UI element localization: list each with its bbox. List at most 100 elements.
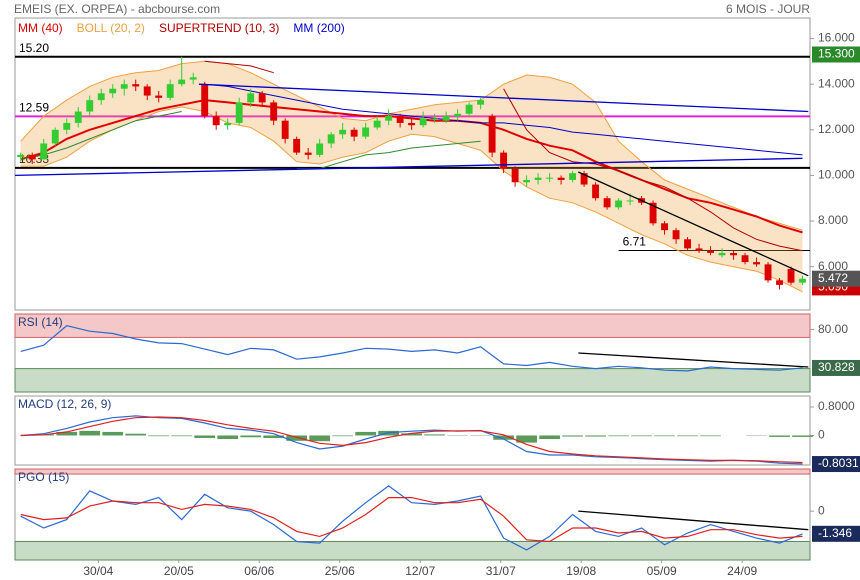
hist-bar (332, 435, 354, 437)
candle-body (488, 116, 496, 153)
candle-body (684, 239, 692, 249)
price-tag (812, 525, 860, 542)
candle-body (201, 84, 209, 117)
candle-body (615, 200, 623, 208)
candle-body (534, 177, 542, 180)
candle-body (212, 116, 220, 126)
candle-body (28, 154, 36, 160)
candle-body (270, 102, 278, 121)
hist-bar (56, 431, 78, 436)
hist-bar (677, 435, 698, 437)
price-tag (812, 46, 860, 63)
panel-label: RSI (14) (18, 315, 63, 329)
candle-body (753, 262, 760, 265)
candle-body (649, 202, 657, 224)
hist-bar (171, 435, 193, 437)
candle-body (281, 120, 289, 139)
candle-body (247, 93, 255, 103)
candle-body (350, 129, 358, 137)
x-tick-label: 12/07 (405, 564, 435, 578)
band-upper (20, 60, 803, 231)
trendline (14, 157, 803, 177)
trendline (578, 510, 809, 531)
x-tick-label: 20/05 (164, 564, 194, 578)
hist-bar (700, 435, 721, 437)
y-tick-label: 8.000 (818, 213, 848, 227)
candle-body (695, 248, 703, 251)
candle-body (40, 143, 48, 160)
candle-body (120, 84, 128, 89)
panel-label: MACD (12, 26, 9) (18, 397, 111, 411)
candle-body (569, 173, 577, 180)
price-tag-label: 5.472 (818, 271, 848, 285)
candle-body (592, 184, 600, 199)
trendline (198, 83, 809, 113)
hist-bar (194, 435, 216, 438)
candle-body (63, 122, 71, 130)
candle-body (385, 116, 393, 121)
candle-body (396, 116, 404, 123)
band-lower (20, 106, 803, 293)
candle-body (799, 278, 806, 283)
series-line (204, 83, 803, 156)
legend-entry: SUPERTREND (10, 3) (159, 21, 279, 35)
candle-body (431, 118, 439, 120)
candle-body (419, 118, 427, 126)
y-tick-label: 10.000 (818, 168, 855, 182)
y-tick-label: 0 (818, 503, 825, 517)
hist-bar (309, 435, 331, 442)
candle-body (408, 122, 416, 126)
hist-bar (562, 435, 583, 437)
price-tag-label: 15.300 (818, 47, 855, 61)
candle-body (166, 84, 174, 98)
y-tick-label: 0.8000 (818, 399, 855, 413)
candle-body (661, 223, 669, 231)
series-line (20, 485, 803, 551)
candle-body (442, 116, 450, 121)
candle-body (500, 152, 508, 169)
candle-body (74, 111, 82, 123)
candle-body (17, 154, 25, 158)
candle-body (258, 93, 266, 103)
candle-body (132, 84, 140, 87)
x-tick-label: 31/07 (486, 564, 516, 578)
price-tag-label: -1.346 (818, 526, 852, 540)
price-tag-label: 30.828 (818, 360, 855, 374)
candle-body (189, 77, 197, 80)
candle-body (557, 177, 565, 180)
candle-body (224, 122, 232, 126)
series-line-up (20, 111, 481, 170)
candle-body (155, 95, 163, 98)
candle-body (97, 93, 105, 101)
price-tag (812, 359, 860, 376)
candle-body (603, 198, 611, 208)
candle-body (764, 264, 772, 281)
candle-body (741, 255, 749, 263)
legend-entry: MM (200) (293, 21, 344, 35)
hist-bar (493, 435, 514, 440)
candle-body (235, 102, 243, 123)
panel (14, 395, 811, 466)
candle-body (707, 250, 715, 253)
zone (14, 313, 811, 338)
candle-body (327, 134, 335, 144)
hist-bar (125, 433, 147, 436)
trendline (578, 352, 809, 368)
hist-bar (792, 435, 813, 437)
candle-body (86, 100, 94, 112)
panel (14, 17, 811, 311)
level-label: 12.59 (19, 100, 49, 114)
hist-bar (631, 435, 652, 437)
chart-title: EMEIS (EX. ORPEA) - abcbourse.com (14, 2, 220, 16)
series-line (204, 60, 803, 252)
x-tick-label: 05/09 (647, 564, 677, 578)
candle-body (546, 177, 554, 179)
series-line (20, 325, 803, 372)
hist-bar (217, 435, 239, 440)
zone (14, 540, 811, 561)
hist-bar (79, 430, 101, 436)
hist-bar (654, 435, 675, 437)
hist-bar (102, 431, 124, 436)
zone (14, 368, 811, 393)
